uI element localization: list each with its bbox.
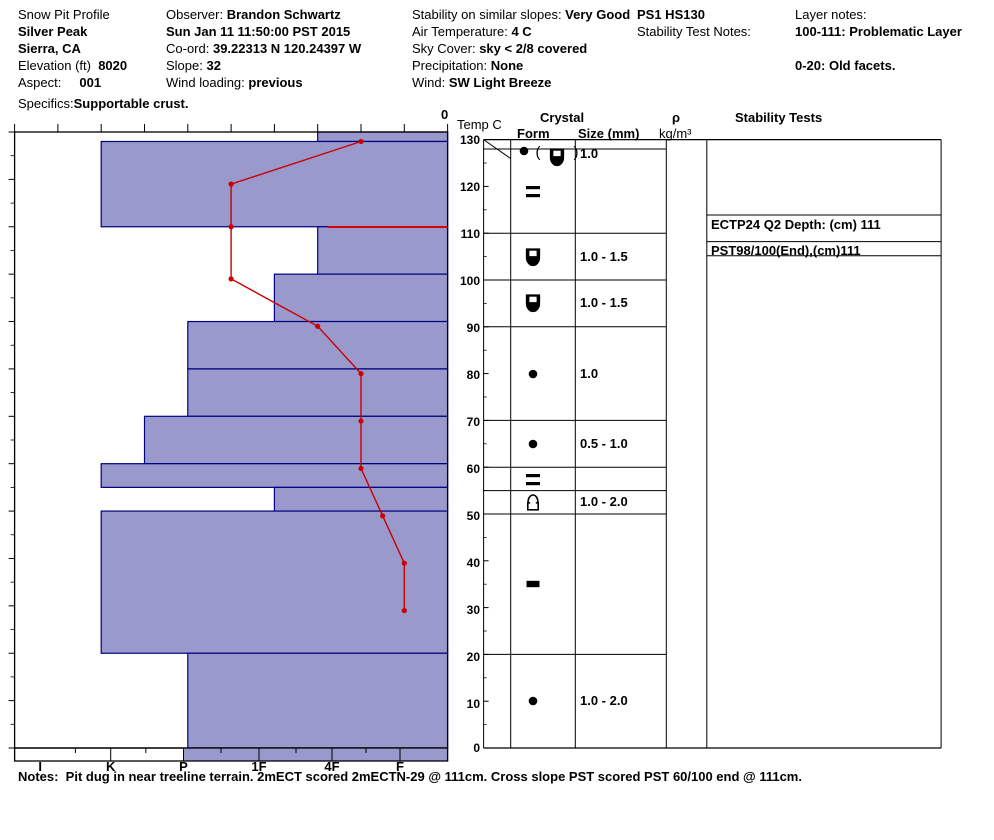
svg-text:100: 100	[460, 274, 480, 288]
svg-text:10: 10	[467, 697, 481, 711]
svg-text:120: 120	[460, 180, 480, 194]
svg-text:P: P	[179, 759, 188, 774]
svg-text:90: 90	[467, 321, 481, 335]
svg-text:50: 50	[467, 509, 481, 523]
svg-text:): )	[574, 144, 579, 161]
svg-text:110: 110	[461, 227, 481, 241]
svg-text:30: 30	[467, 603, 481, 617]
svg-text:60: 60	[467, 462, 481, 476]
svg-text:70: 70	[467, 415, 481, 429]
svg-text:130: 130	[460, 133, 480, 147]
svg-text:20: 20	[467, 650, 481, 664]
svg-text:1F: 1F	[251, 759, 266, 774]
svg-text:K: K	[106, 759, 116, 774]
svg-text:0: 0	[473, 741, 480, 755]
svg-text:40: 40	[467, 556, 481, 570]
svg-text:(: (	[536, 144, 541, 161]
svg-text:F: F	[396, 759, 404, 774]
svg-text:80: 80	[467, 368, 481, 382]
svg-text:4F: 4F	[324, 759, 339, 774]
svg-text:I: I	[38, 759, 42, 774]
